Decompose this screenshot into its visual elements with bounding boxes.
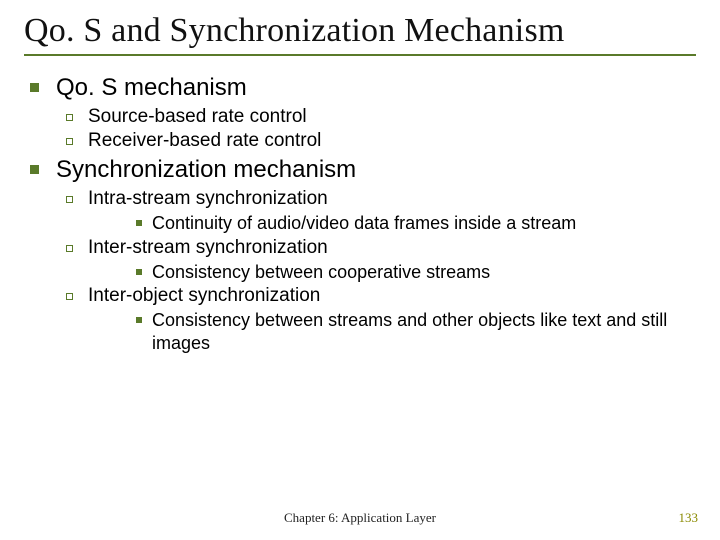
- lvl4-text: Continuity of audio/video data frames in…: [152, 213, 576, 233]
- hollow-square-icon: [66, 138, 73, 145]
- bullet-lvl2: Inter-stream synchronization: [24, 237, 696, 259]
- bullet-lvl2: Receiver-based rate control: [24, 130, 696, 152]
- bullet-lvl4: Consistency between cooperative streams: [24, 261, 696, 284]
- bullet-lvl4: Continuity of audio/video data frames in…: [24, 212, 696, 235]
- square-icon: [136, 317, 142, 323]
- lvl4-text: Consistency between streams and other ob…: [152, 310, 667, 353]
- hollow-square-icon: [66, 293, 73, 300]
- bullet-lvl1: Synchronization mechanism: [24, 156, 696, 184]
- slide-title: Qo. S and Synchronization Mechanism: [24, 12, 696, 50]
- bullet-lvl1: Qo. S mechanism: [24, 74, 696, 102]
- slide: Qo. S and Synchronization Mechanism Qo. …: [0, 0, 720, 540]
- lvl1-text: Synchronization mechanism: [56, 156, 356, 183]
- bullet-lvl2: Intra-stream synchronization: [24, 188, 696, 210]
- bullet-lvl2: Inter-object synchronization: [24, 285, 696, 307]
- lvl2-text: Source-based rate control: [88, 106, 307, 127]
- square-icon: [30, 165, 39, 174]
- footer-page-number: 133: [679, 510, 699, 526]
- square-icon: [136, 269, 142, 275]
- bullet-lvl4: Consistency between streams and other ob…: [24, 309, 696, 354]
- title-underline: [24, 54, 696, 56]
- lvl2-text: Receiver-based rate control: [88, 130, 321, 151]
- bullet-lvl2: Source-based rate control: [24, 106, 696, 128]
- lvl2-text: Inter-object synchronization: [88, 285, 320, 306]
- hollow-square-icon: [66, 196, 73, 203]
- hollow-square-icon: [66, 114, 73, 121]
- square-icon: [30, 83, 39, 92]
- lvl2-text: Inter-stream synchronization: [88, 237, 328, 258]
- hollow-square-icon: [66, 245, 73, 252]
- footer-chapter: Chapter 6: Application Layer: [0, 510, 720, 526]
- lvl1-text: Qo. S mechanism: [56, 74, 247, 101]
- lvl4-text: Consistency between cooperative streams: [152, 262, 490, 282]
- lvl2-text: Intra-stream synchronization: [88, 188, 328, 209]
- slide-body: Qo. S mechanism Source-based rate contro…: [24, 74, 696, 354]
- square-icon: [136, 220, 142, 226]
